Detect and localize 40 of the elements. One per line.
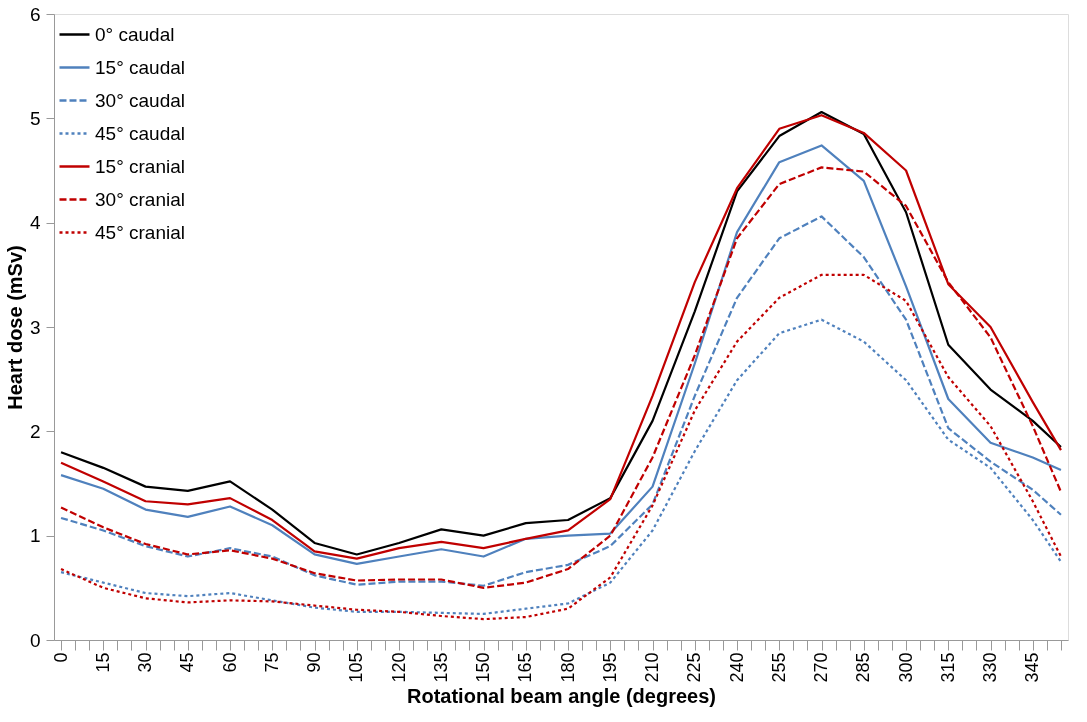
y-tick-label: 4	[29, 212, 41, 234]
x-tick-label: 165	[515, 652, 536, 683]
y-tick-label: 5	[29, 107, 41, 129]
x-axis-title: Rotational beam angle (degrees)	[407, 684, 716, 707]
x-tick-label: 330	[980, 652, 1001, 683]
x-tick-label: 300	[895, 652, 916, 683]
legend-label: 15° caudal	[95, 56, 185, 78]
y-tick-label: 3	[29, 316, 41, 338]
x-tick-label: 255	[768, 652, 789, 683]
x-tick-label: 315	[937, 652, 958, 683]
y-tick-label: 2	[29, 420, 41, 442]
x-tick-label: 45	[177, 652, 198, 673]
x-tick-label: 90	[304, 652, 325, 673]
x-tick-label: 60	[219, 652, 240, 673]
y-tick-label: 6	[29, 3, 41, 25]
y-tick-label: 1	[29, 525, 41, 547]
legend-label: 45° cranial	[95, 221, 185, 243]
x-tick-label: 75	[261, 652, 282, 673]
legend-label: 30° cranial	[95, 188, 185, 210]
legend-label: 15° cranial	[95, 155, 185, 177]
x-tick-label: 210	[642, 652, 663, 683]
x-tick-label: 195	[599, 652, 620, 683]
x-tick-label: 135	[430, 652, 451, 683]
y-tick-label: 0	[29, 629, 41, 651]
x-tick-label: 180	[557, 652, 578, 683]
y-axis-title: Heart dose (mSv)	[3, 245, 26, 410]
x-tick-label: 120	[388, 652, 409, 683]
x-tick-label: 0	[50, 652, 71, 663]
x-tick-label: 270	[811, 652, 832, 683]
x-tick-label: 225	[684, 652, 705, 683]
x-tick-label: 105	[346, 652, 367, 683]
legend-label: 30° caudal	[95, 89, 185, 111]
legend-label: 45° caudal	[95, 122, 185, 144]
x-tick-label: 345	[1022, 652, 1043, 683]
x-tick-label: 240	[726, 652, 747, 683]
legend-label: 0° caudal	[95, 23, 175, 45]
x-tick-label: 30	[135, 652, 156, 673]
x-tick-label: 285	[853, 652, 874, 683]
x-tick-label: 150	[473, 652, 494, 683]
x-tick-label: 15	[92, 652, 113, 673]
